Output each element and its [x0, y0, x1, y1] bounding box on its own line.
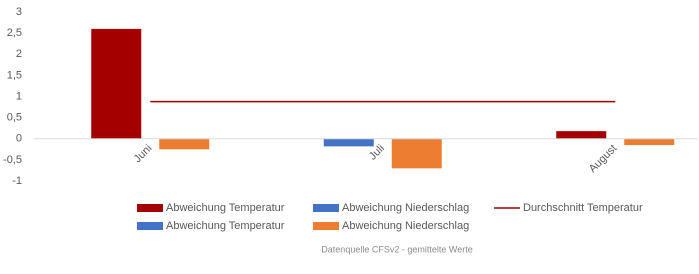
bar — [391, 138, 442, 169]
legend-label: Durchschnitt Temperatur — [523, 202, 643, 214]
bar — [323, 138, 374, 147]
y-tick-label: 1,5 — [7, 69, 22, 81]
y-tick-label: 1 — [16, 90, 22, 102]
legend-label: Abweichung Niederschlag — [342, 220, 469, 232]
y-tick-label: 0,5 — [7, 112, 22, 124]
bar — [556, 131, 607, 139]
x-tick-label: Juni — [132, 142, 155, 165]
y-tick-label: 2,5 — [7, 27, 22, 39]
x-tick-label: August — [587, 142, 620, 175]
bar — [91, 28, 142, 139]
legend-swatch — [313, 204, 339, 212]
y-tick-label: 2 — [16, 48, 22, 60]
y-tick-label: -0,5 — [3, 154, 22, 166]
legend-swatch — [313, 222, 339, 230]
bar — [624, 138, 675, 146]
y-tick-label: 3 — [16, 6, 22, 18]
legend-label: Abweichung Temperatur — [166, 202, 285, 214]
legend-swatch — [137, 222, 163, 230]
footnote: Datenquelle CFSv2 - gemittelte Werte — [321, 244, 472, 254]
y-tick-label: -1 — [12, 175, 22, 187]
legend-swatch — [137, 204, 163, 212]
bar — [159, 138, 210, 150]
legend-label: Abweichung Temperatur — [166, 220, 285, 232]
legend-label: Abweichung Niederschlag — [342, 202, 469, 214]
y-tick-label: 0 — [16, 133, 22, 145]
